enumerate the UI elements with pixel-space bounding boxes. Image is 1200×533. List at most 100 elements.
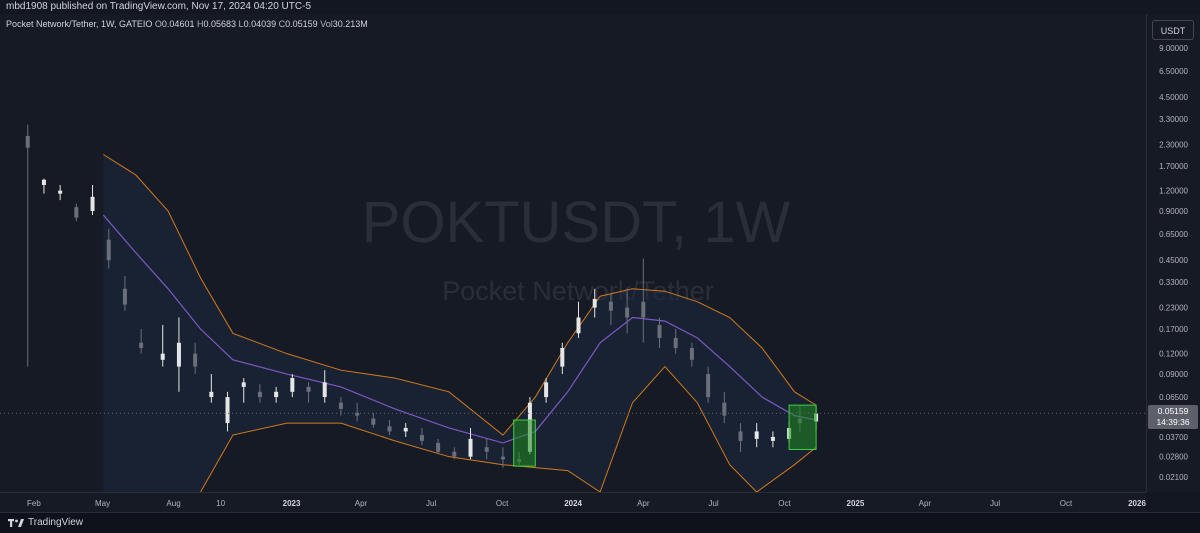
candle xyxy=(452,447,457,460)
legend-high-value: 0.05683 xyxy=(203,19,237,29)
candle xyxy=(500,447,505,468)
candle-body xyxy=(706,374,711,398)
candle-body xyxy=(209,391,214,398)
candle-body xyxy=(500,456,505,460)
y-tick-label: 0.06500 xyxy=(1159,393,1188,402)
candle-body xyxy=(122,288,127,305)
last-price-value: 0.05159 xyxy=(1157,406,1189,416)
candle xyxy=(754,423,759,448)
candle-body xyxy=(641,301,646,318)
candle xyxy=(290,374,295,398)
candle xyxy=(274,386,279,403)
legend-close-value: 0.05159 xyxy=(285,19,318,29)
footer-bar: TradingView xyxy=(0,512,1200,533)
candle xyxy=(608,293,613,325)
candle xyxy=(322,370,327,403)
candle-body xyxy=(436,442,441,452)
y-tick-label: 0.45000 xyxy=(1159,256,1188,265)
highlight-box xyxy=(513,419,536,467)
tradingview-logo-icon xyxy=(8,519,24,527)
candle-body xyxy=(468,438,473,457)
x-tick-label: Jul xyxy=(426,499,436,508)
candle-body xyxy=(576,317,581,334)
candle-body xyxy=(387,426,392,432)
candle-body xyxy=(592,298,597,308)
candle-body xyxy=(722,402,727,416)
candle xyxy=(106,228,111,269)
legend-open-label: O xyxy=(154,19,162,29)
candle xyxy=(403,423,408,437)
candle xyxy=(576,301,581,338)
x-tick-label: 2025 xyxy=(847,499,865,508)
candle xyxy=(25,124,30,367)
y-tick-label: 0.12000 xyxy=(1159,350,1188,359)
legend-low-label: L xyxy=(238,19,244,29)
x-tick-label: 2026 xyxy=(1128,499,1146,508)
candle-body xyxy=(608,301,613,311)
highlight-box xyxy=(788,404,817,450)
candle xyxy=(371,412,376,428)
candle xyxy=(657,317,662,348)
currency-button[interactable]: USDT xyxy=(1152,20,1194,40)
time-scale[interactable]: Feb May Aug 10 2023 Apr Jul Oct 2024 Apr Jul Oct 202… xyxy=(0,492,1146,513)
x-tick-label: May xyxy=(95,499,110,508)
candle xyxy=(770,431,775,448)
bollinger-lower-line xyxy=(200,365,817,493)
candle xyxy=(41,178,46,194)
x-tick-label: Apr xyxy=(919,499,932,508)
x-tick-label: 2024 xyxy=(564,499,582,508)
candle-body xyxy=(90,196,95,212)
brand-name: TradingView xyxy=(28,517,84,528)
candle xyxy=(338,397,343,416)
legend-close-label: C xyxy=(278,19,286,29)
candle-body xyxy=(452,451,457,457)
candle xyxy=(419,427,424,446)
y-tick-label: 0.65000 xyxy=(1159,230,1188,239)
watermark-ticker: POKTUSDT, 1W xyxy=(362,190,791,255)
candles xyxy=(25,124,819,468)
candle-body xyxy=(322,382,327,398)
candle-body xyxy=(544,382,549,398)
candlestick-chart[interactable]: POKTUSDT, 1W Pocket Network/Tether xyxy=(0,14,1146,493)
candle-body xyxy=(225,397,230,424)
candle xyxy=(241,378,246,403)
candle xyxy=(468,427,473,460)
x-tick-label: Feb xyxy=(27,499,41,508)
candle-body xyxy=(25,135,30,148)
x-tick-label: Oct xyxy=(496,499,509,508)
candle-body xyxy=(355,412,360,416)
candle-body xyxy=(290,378,295,392)
candle-body xyxy=(673,337,678,348)
legend-high-label: H xyxy=(196,19,204,29)
candle-body xyxy=(770,436,775,441)
candle xyxy=(484,438,489,460)
candle xyxy=(673,329,678,354)
legend-volume-label: Vol xyxy=(320,19,333,29)
candle xyxy=(139,329,144,354)
chart-pane[interactable]: POKTUSDT, 1W Pocket Network/Tether xyxy=(0,14,1146,493)
x-tick-label: 2023 xyxy=(283,499,301,508)
candle xyxy=(58,184,63,201)
candle xyxy=(225,391,230,432)
x-tick-label: Apr xyxy=(355,499,368,508)
x-tick-label: Jul xyxy=(990,499,1000,508)
time-axis: Feb May Aug 10 2023 Apr Jul Oct 2024 Apr Jul Oct 202… xyxy=(27,499,1146,508)
candle xyxy=(122,275,127,311)
y-tick-label: 0.17000 xyxy=(1159,325,1188,334)
tradingview-brand[interactable]: TradingView xyxy=(8,516,83,530)
candle-body xyxy=(74,207,79,218)
candle-body xyxy=(403,427,408,432)
x-tick-label: Oct xyxy=(778,499,791,508)
candle-body xyxy=(689,347,694,360)
candle xyxy=(193,342,198,375)
candle xyxy=(257,384,262,403)
y-tick-label: 3.30000 xyxy=(1159,115,1188,124)
candle xyxy=(738,423,743,452)
y-tick-label: 6.50000 xyxy=(1159,67,1188,76)
y-tick-label: 4.50000 xyxy=(1159,93,1188,102)
candle xyxy=(176,317,181,392)
candle xyxy=(387,420,392,436)
candle-body xyxy=(160,353,165,360)
candle-body xyxy=(176,342,181,367)
y-tick-label: 9.00000 xyxy=(1159,44,1188,53)
